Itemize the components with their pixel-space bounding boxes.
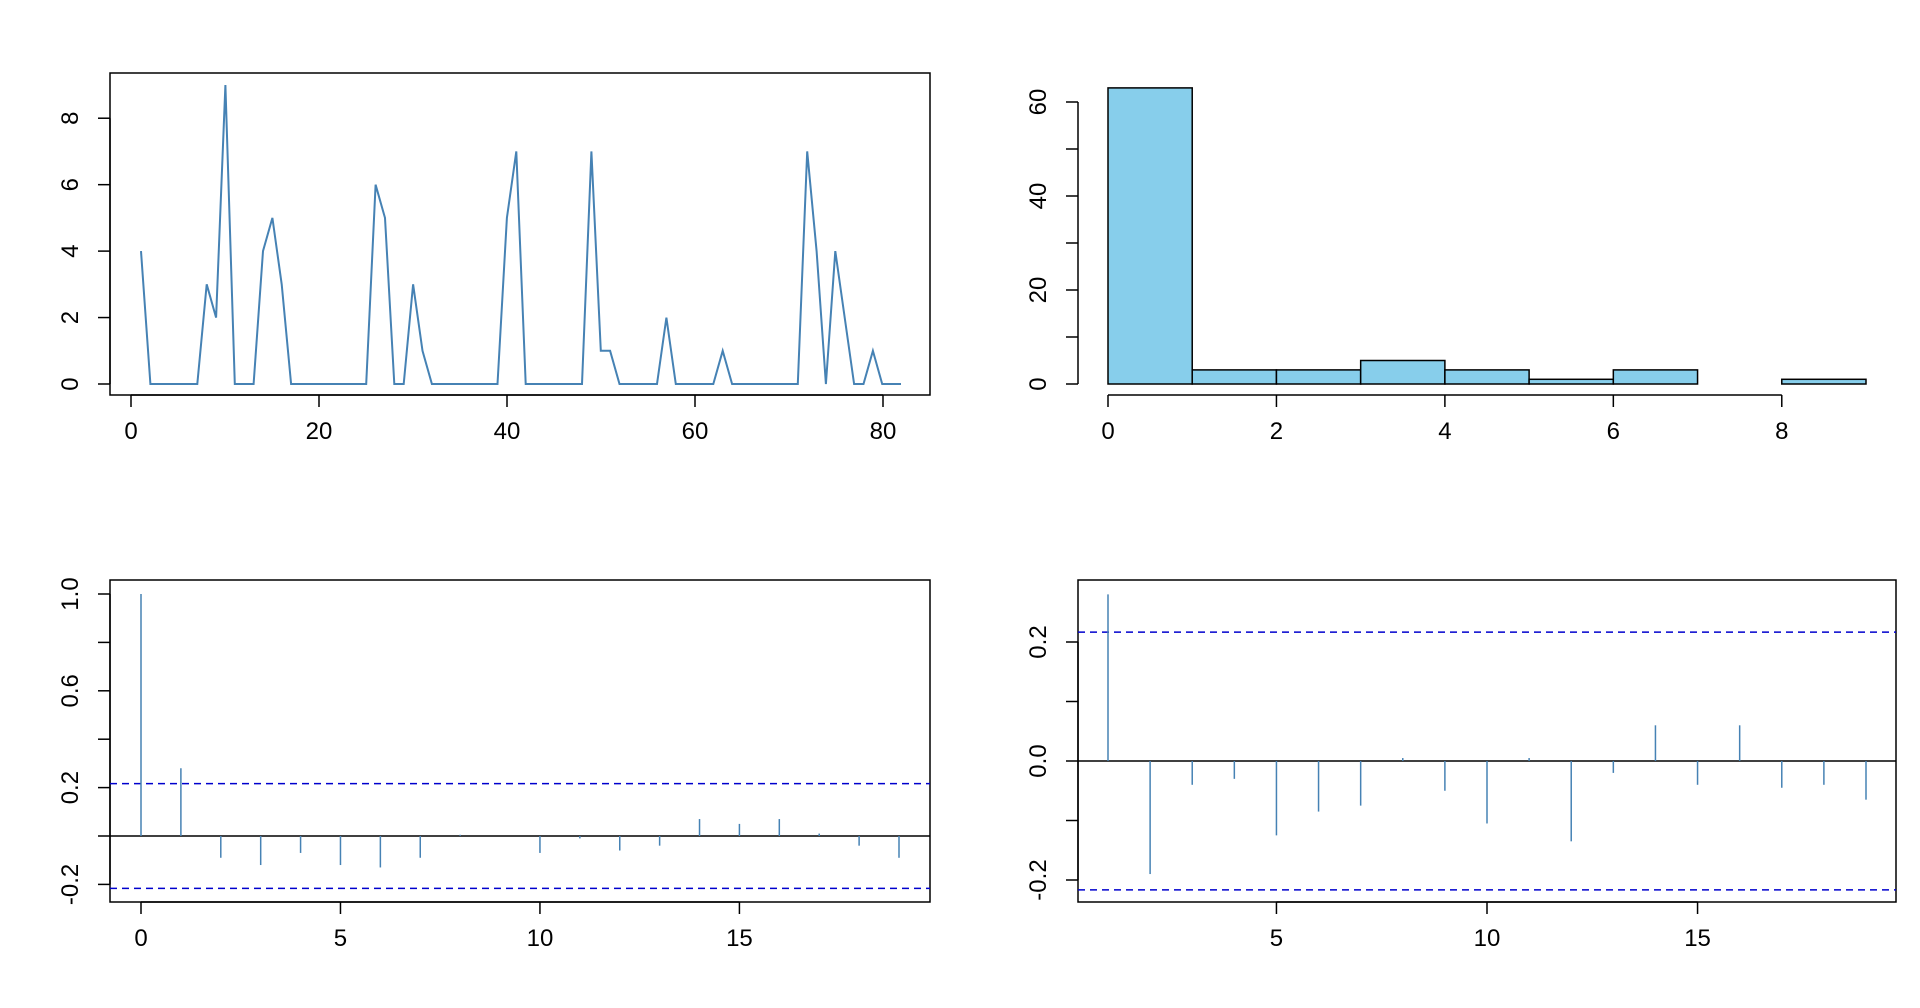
y-tick-label: 0 [57, 377, 84, 390]
histogram-bar [1528, 378, 1615, 385]
x-tick-label: 5 [334, 925, 347, 952]
x-tick-label: 0 [1101, 418, 1114, 445]
time-series-panel: 0 20 40 60 80 0 2 4 6 8 [57, 72, 931, 445]
x-tick-label: 8 [1775, 418, 1788, 445]
y-tick-label: 0.2 [57, 771, 84, 804]
x-tick-label: 80 [870, 418, 897, 445]
y-tick-label: 2 [57, 311, 84, 324]
x-tick-label: 40 [494, 418, 521, 445]
x-tick-label: 2 [1270, 418, 1283, 445]
y-tick-label: -0.2 [57, 864, 84, 905]
histogram-panel: 0 2 4 6 8 0 20 40 60 [1025, 87, 1867, 445]
histogram-bar [1444, 369, 1530, 385]
y-tick-label: 0.6 [57, 674, 84, 707]
x-tick-label: 6 [1607, 418, 1620, 445]
histogram-bar [1781, 378, 1867, 385]
x-tick-label: 4 [1438, 418, 1451, 445]
y-tick-label: 0.0 [1025, 744, 1052, 777]
x-tick-label: 0 [124, 418, 137, 445]
x-tick-label: 15 [1684, 925, 1711, 952]
x-tick-label: 5 [1270, 925, 1283, 952]
histogram-bar [1612, 369, 1699, 385]
y-tick-label: 6 [57, 178, 84, 191]
histogram-bar [1191, 369, 1278, 385]
y-tick-label: -0.2 [1025, 859, 1052, 900]
series-line [140, 84, 901, 385]
y-tick-label: 4 [57, 244, 84, 257]
histogram-bar [1107, 87, 1193, 385]
y-tick-label: 40 [1025, 183, 1052, 210]
y-tick-label: 60 [1025, 89, 1052, 116]
y-tick-label: 0 [1025, 377, 1052, 390]
histogram-bar [1359, 359, 1446, 385]
x-tick-label: 0 [134, 925, 147, 952]
x-tick-label: 20 [306, 418, 333, 445]
plot-frame [109, 579, 931, 903]
y-tick-label: 20 [1025, 277, 1052, 304]
y-tick-label: 8 [57, 112, 84, 125]
x-tick-label: 10 [1474, 925, 1501, 952]
y-tick-label: 1.0 [57, 577, 84, 610]
x-tick-label: 15 [726, 925, 753, 952]
pacf-panel: 5 10 15 -0.2 0.0 0.2 [1025, 579, 1897, 952]
acf-panel: 0 5 10 15 -0.2 0.2 0.6 1.0 [57, 577, 931, 952]
x-tick-label: 60 [682, 418, 709, 445]
histogram-bar [1275, 369, 1362, 385]
plot-frame [1077, 579, 1897, 903]
y-tick-label: 0.2 [1025, 625, 1052, 658]
x-tick-label: 10 [527, 925, 554, 952]
